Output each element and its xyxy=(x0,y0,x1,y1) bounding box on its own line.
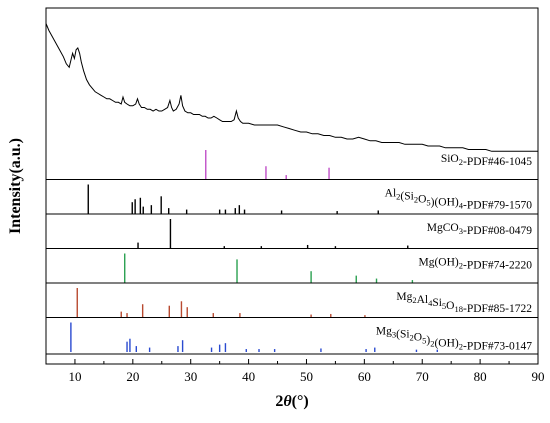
x-tick-label: 30 xyxy=(184,369,197,384)
reference-label-part: 2 xyxy=(459,157,463,167)
reference-panels: SiO2-PDF#46-1045Al2(Si2O5)(OH)4-PDF#79-1… xyxy=(46,150,538,355)
reference-label-part: -PDF#85-1722 xyxy=(463,303,532,315)
x-axis-label-theta: θ xyxy=(283,393,292,410)
x-tick-label: 70 xyxy=(416,369,429,384)
reference-label-part: Al xyxy=(385,188,397,200)
reference-label-part: Mg xyxy=(396,291,412,303)
x-tick-label: 90 xyxy=(532,369,545,384)
reference-label-part: (OH) xyxy=(434,338,458,350)
reference-label-part: 3 xyxy=(459,226,463,236)
reference-label-part: O xyxy=(418,194,426,206)
x-axis-label: 2θ(°) xyxy=(275,393,308,410)
reference-label-part: 2 xyxy=(459,342,463,352)
reference-label-part: -PDF#08-0479 xyxy=(463,225,532,237)
reference-label: SiO2-PDF#46-1045 xyxy=(441,153,532,168)
reference-panel-3: MgCO3-PDF#08-0479 xyxy=(46,213,538,249)
reference-label-part: 2 xyxy=(396,192,400,202)
reference-label-part: 2 xyxy=(430,339,434,349)
reference-label-part: -PDF#73-0147 xyxy=(463,341,532,353)
reference-label: Mg2Al4Si5O18-PDF#85-1722 xyxy=(396,291,532,315)
x-tick-label: 60 xyxy=(358,369,371,384)
reference-label-part: 4 xyxy=(428,298,433,308)
reference-label-part: 5 xyxy=(442,301,446,311)
reference-label: Mg(OH)2-PDF#74-2220 xyxy=(418,257,532,272)
reference-label-part: O xyxy=(414,332,422,344)
reference-label: Al2(Si2O5)(OH)4-PDF#79-1570 xyxy=(385,188,533,212)
reference-label-part: 4 xyxy=(459,201,464,211)
measured-pattern-line xyxy=(45,23,538,152)
reference-label-part: 3 xyxy=(392,330,396,340)
reference-label-part: Si xyxy=(432,297,442,309)
reference-label: Mg3(Si2O5)2(OH)2-PDF#73-0147 xyxy=(376,326,532,353)
reference-label-part: 2 xyxy=(459,261,463,271)
reference-label-part: SiO xyxy=(441,153,459,165)
reference-label-part: 5 xyxy=(426,198,430,208)
reference-label-part: -PDF#74-2220 xyxy=(463,260,532,272)
reference-label-part: )(OH) xyxy=(431,197,459,209)
x-tick-label: 80 xyxy=(474,369,487,384)
reference-label-part: -PDF#79-1570 xyxy=(463,200,532,212)
reference-panel-6: Mg3(Si2O5)2(OH)2-PDF#73-0147 xyxy=(46,317,538,353)
reference-label-part: 2 xyxy=(414,195,418,205)
measured-pattern xyxy=(45,23,538,152)
reference-label-part: 2 xyxy=(412,295,416,305)
reference-panel-5: Mg2Al4Si5O18-PDF#85-1722 xyxy=(46,282,538,318)
reference-panel-4: Mg(OH)2-PDF#74-2220 xyxy=(46,248,538,283)
x-axis-label-prefix: 2 xyxy=(275,393,283,410)
reference-label-part: 2 xyxy=(410,333,414,343)
reference-panel-1: SiO2-PDF#46-1045 xyxy=(205,150,532,180)
reference-label-part: O xyxy=(446,300,454,312)
reference-label-part: (Si xyxy=(396,329,409,341)
x-tick-label: 50 xyxy=(300,369,313,384)
reference-label-part: ) xyxy=(426,335,430,347)
reference-label: MgCO3-PDF#08-0479 xyxy=(427,222,532,237)
x-tick-label: 10 xyxy=(68,369,81,384)
reference-label-part: Mg xyxy=(376,326,392,338)
reference-label-part: MgCO xyxy=(427,222,459,234)
reference-label-part: 5 xyxy=(422,336,426,346)
x-axis-label-unit: (°) xyxy=(292,393,309,410)
x-tick-label: 40 xyxy=(242,369,255,384)
reference-label-part: Al xyxy=(417,294,429,306)
plot-frame xyxy=(45,7,539,365)
y-axis-label: Intensity(a.u.) xyxy=(7,138,24,234)
reference-label-part: (Si xyxy=(400,191,413,203)
x-axis-ticks: 10 20 30 40 50 60 70 80 90 xyxy=(45,359,545,384)
reference-label-part: -PDF#46-1045 xyxy=(463,156,532,168)
x-tick-label: 20 xyxy=(126,369,139,384)
reference-label-part: Mg(OH) xyxy=(418,257,458,269)
reference-panel-2: Al2(Si2O5)(OH)4-PDF#79-1570 xyxy=(46,179,538,214)
reference-label-part: 18 xyxy=(454,304,463,314)
